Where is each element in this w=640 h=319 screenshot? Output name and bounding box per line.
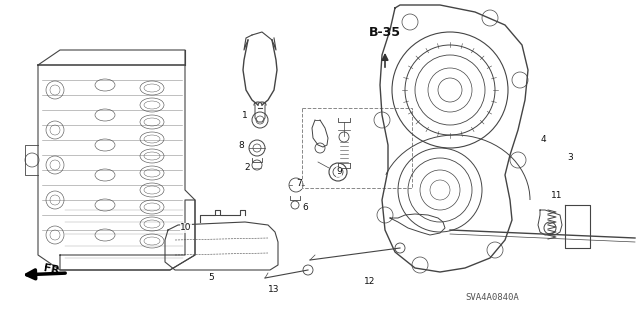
Text: SVA4A0840A: SVA4A0840A [465, 293, 519, 301]
Text: 1: 1 [242, 110, 248, 120]
Text: 13: 13 [268, 286, 280, 294]
Text: 10: 10 [180, 224, 192, 233]
Text: B-35: B-35 [369, 26, 401, 39]
Text: 3: 3 [567, 153, 573, 162]
Text: 2: 2 [244, 164, 250, 173]
Text: 12: 12 [364, 278, 376, 286]
Text: 4: 4 [540, 136, 546, 145]
Text: 8: 8 [238, 140, 244, 150]
Text: 5: 5 [208, 273, 214, 283]
Text: 7: 7 [296, 180, 302, 189]
Bar [302, 108, 412, 188]
Text: FR.: FR. [43, 263, 65, 277]
Text: 11: 11 [551, 191, 563, 201]
Text: 6: 6 [302, 204, 308, 212]
Text: 9: 9 [336, 167, 342, 176]
